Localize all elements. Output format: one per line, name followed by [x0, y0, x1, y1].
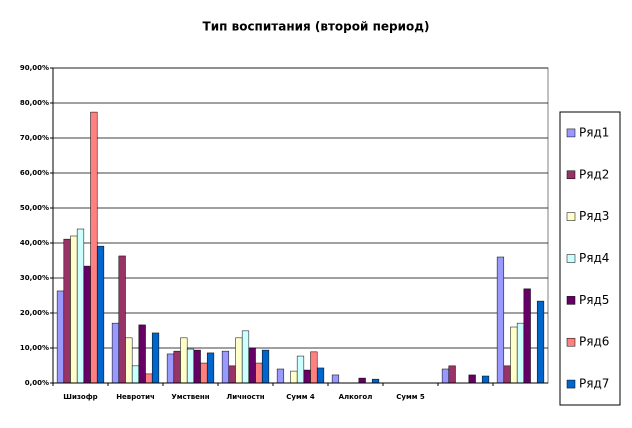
legend-swatch	[566, 212, 576, 221]
legend-swatch	[566, 337, 576, 347]
bar	[193, 349, 201, 384]
bar	[523, 288, 531, 384]
legend-label: Ряд4	[579, 251, 609, 265]
bar	[536, 300, 545, 384]
y-tick-label: 90,00%	[20, 64, 49, 72]
bar	[510, 326, 518, 384]
bar	[151, 332, 160, 384]
bar	[441, 368, 450, 384]
bar	[200, 362, 208, 384]
legend-swatch	[566, 170, 576, 180]
bar	[138, 324, 146, 384]
y-tick-label: 70,00%	[20, 134, 49, 142]
bar	[83, 265, 91, 384]
bar	[235, 337, 243, 384]
bar	[310, 351, 318, 384]
bar	[166, 353, 175, 384]
bar	[118, 255, 126, 384]
x-tick-label: Шизофр	[63, 393, 97, 401]
bar	[241, 330, 250, 384]
x-tick-label: Невротич	[116, 393, 155, 401]
legend-label: Ряд2	[579, 167, 609, 181]
bar	[76, 228, 85, 384]
chart-title: Тип воспитания (второй период)	[203, 20, 430, 34]
bar	[290, 370, 298, 384]
bar	[248, 347, 256, 384]
bar	[90, 111, 98, 384]
y-tick-label: 0,00%	[25, 379, 49, 387]
bar	[173, 350, 181, 384]
legend-label: Ряд7	[579, 377, 609, 391]
bar	[180, 337, 188, 384]
x-tick-label: Умственн	[171, 393, 209, 401]
y-tick-label: 40,00%	[20, 239, 49, 247]
y-tick-label: 20,00%	[20, 309, 49, 317]
bar	[516, 322, 525, 384]
bar	[496, 256, 505, 384]
bar	[448, 365, 456, 384]
bar	[56, 290, 65, 384]
legend-label: Ряд3	[579, 209, 609, 223]
bar	[145, 373, 153, 384]
legend-label: Ряд5	[579, 293, 609, 307]
x-tick-label: Сумм 5	[396, 393, 425, 401]
bar	[111, 322, 120, 384]
bar	[70, 235, 78, 384]
bar	[261, 349, 270, 384]
bar	[371, 378, 380, 384]
bar	[331, 374, 340, 384]
y-tick-label: 10,00%	[20, 344, 49, 352]
bar	[255, 362, 263, 384]
bar	[125, 337, 133, 384]
y-tick-label: 80,00%	[20, 99, 49, 107]
bar	[503, 365, 511, 384]
bar	[481, 375, 490, 384]
legend-label: Ряд1	[579, 125, 609, 139]
legend-swatch	[566, 296, 576, 305]
x-tick-label: Алкогол	[339, 393, 373, 401]
bar	[303, 369, 311, 384]
x-tick-label: Личностн	[226, 393, 264, 401]
bar	[186, 348, 195, 384]
legend-swatch	[566, 128, 576, 138]
y-tick-label: 60,00%	[20, 169, 49, 177]
bar	[131, 365, 140, 384]
bar	[206, 352, 215, 384]
plot-area	[52, 67, 549, 384]
bar	[221, 350, 230, 384]
bar	[316, 367, 325, 384]
bar	[63, 238, 71, 384]
bar	[96, 245, 105, 384]
y-tick-label: 50,00%	[20, 204, 49, 212]
legend-label: Ряд6	[579, 335, 609, 349]
legend-swatch	[566, 379, 576, 389]
bar	[276, 368, 285, 384]
bar	[296, 355, 305, 384]
x-tick-label: Сумм 4	[286, 393, 315, 401]
bar	[358, 377, 366, 384]
bar	[468, 374, 476, 384]
bar	[228, 365, 236, 384]
y-tick-label: 30,00%	[20, 274, 49, 282]
legend-swatch	[566, 254, 576, 263]
